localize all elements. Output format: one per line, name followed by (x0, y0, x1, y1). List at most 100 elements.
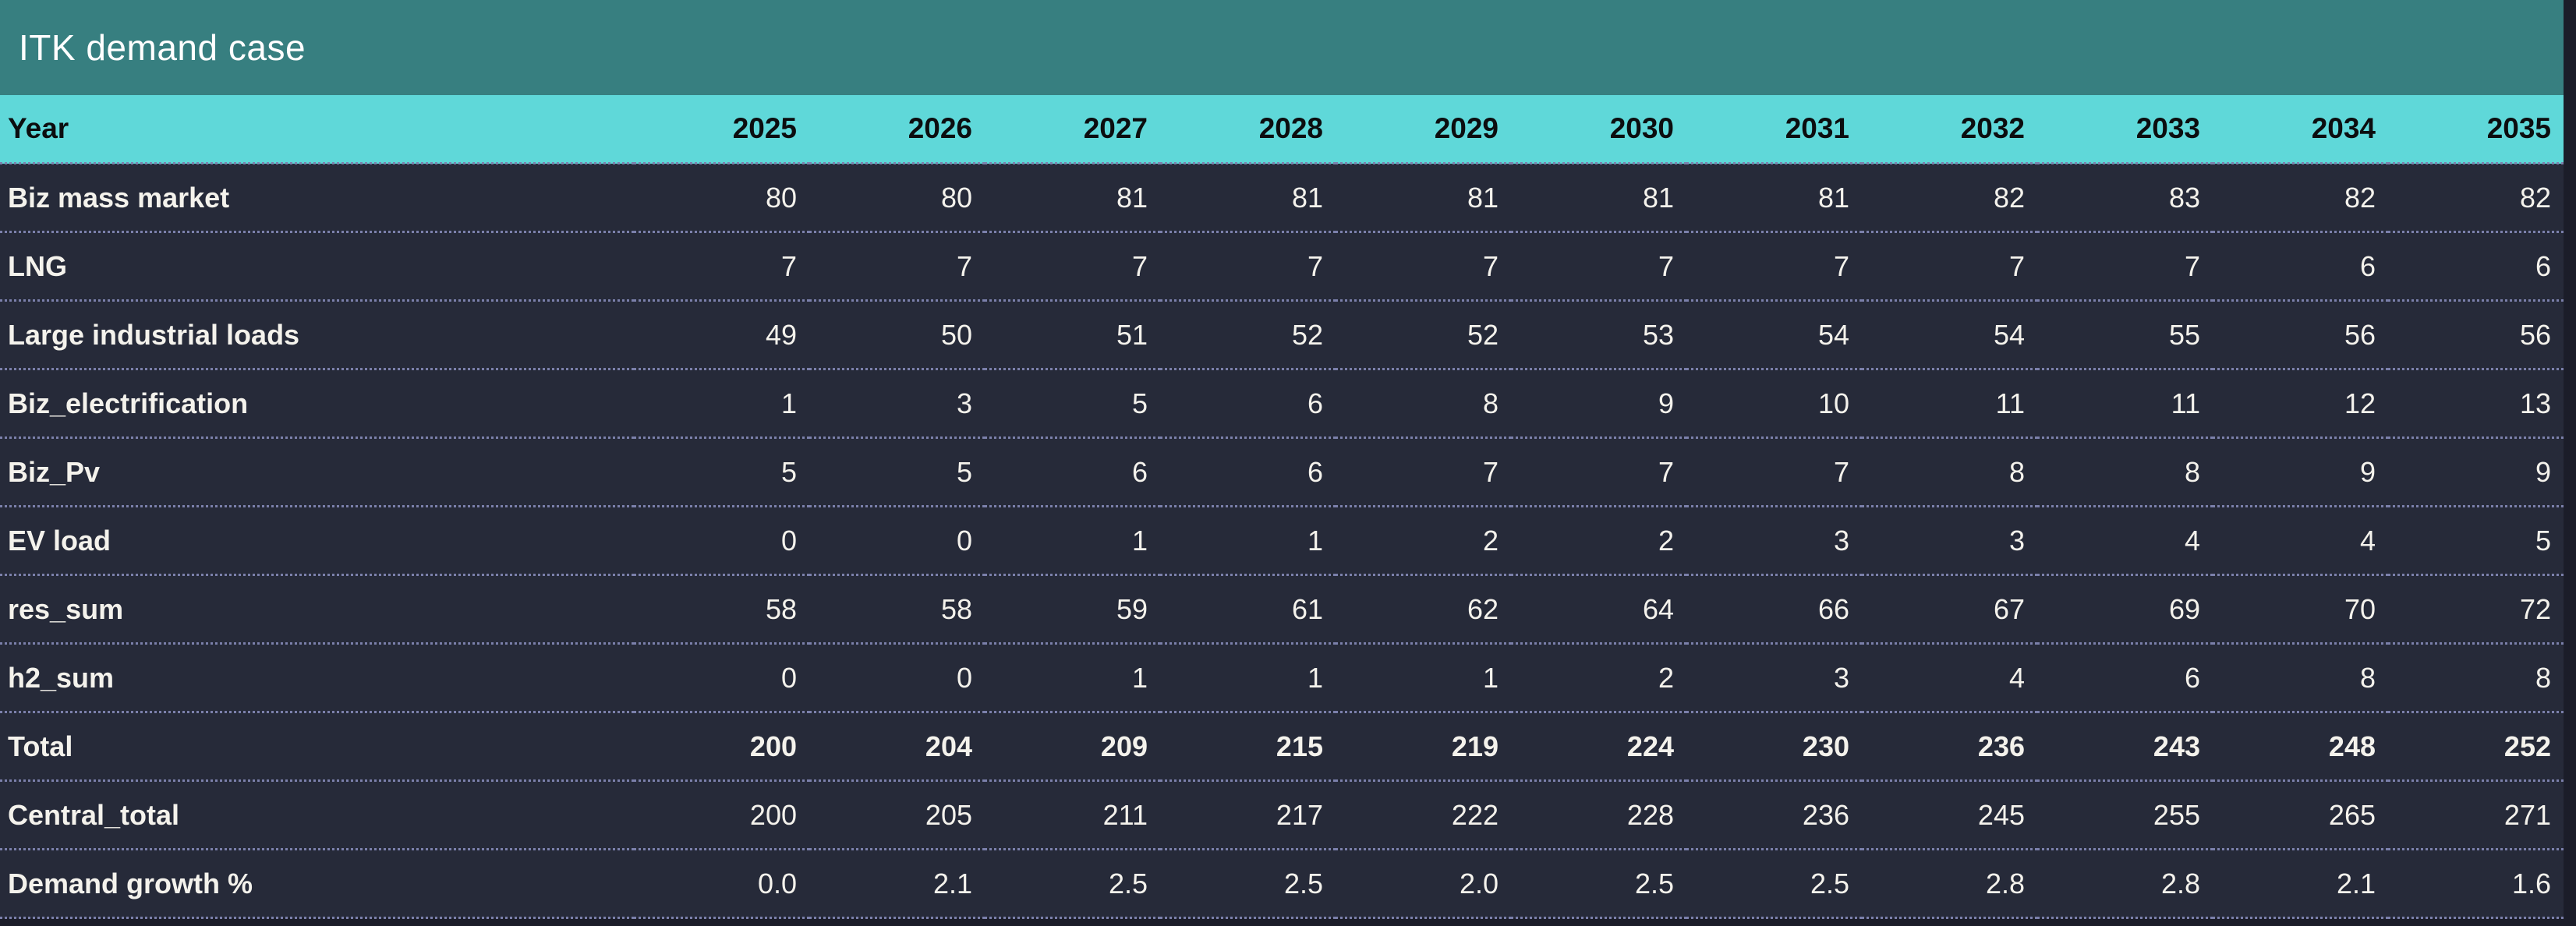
value-cell: 2 (1511, 642, 1686, 712)
value-cell: 7 (1160, 231, 1336, 301)
page-title: ITK demand case (19, 27, 306, 68)
value-cell: 219 (1336, 711, 1511, 781)
value-cell: 69 (2037, 574, 2213, 644)
table-row: Central_total 200 205 211 217 222 228 236 245 255… (0, 779, 2564, 850)
row-label-cell: Biz mass market (0, 162, 634, 232)
value-cell: 2.5 (1686, 848, 1862, 919)
value-cell: 3 (809, 368, 985, 438)
value-cell: 58 (634, 574, 809, 644)
value-cell: 66 (1686, 574, 1862, 644)
value-cell: 59 (985, 574, 1160, 644)
year-header-row: Year 2025 2026 2027 2028 2029 2030 2031 2032 2033… (0, 95, 2564, 164)
value-cell: 52 (1160, 299, 1336, 369)
row-label-cell: Biz_electrification (0, 368, 634, 438)
row-label-cell: Large industrial loads (0, 299, 634, 369)
table-row: Demand growth % 0.0 2.1 2.5 2.5 2.0 2.5 2.5 2.8 2… (0, 848, 2564, 919)
value-cell: 6 (2213, 231, 2388, 301)
row-label-cell: Central_total (0, 779, 634, 850)
value-cell: 5 (2388, 505, 2564, 575)
value-cell: 64 (1511, 574, 1686, 644)
value-cell: 1 (1160, 505, 1336, 575)
value-cell: 61 (1160, 574, 1336, 644)
value-cell: 204 (809, 711, 985, 781)
value-cell: 7 (1686, 231, 1862, 301)
value-cell: 0 (809, 505, 985, 575)
value-cell: 6 (1160, 436, 1336, 507)
row-label-cell: res_sum (0, 574, 634, 644)
value-cell: 3 (1686, 505, 1862, 575)
value-cell: 7 (1336, 231, 1511, 301)
year-header-cell: 2031 (1686, 95, 1862, 164)
value-cell: 205 (809, 779, 985, 850)
value-cell: 2.1 (2213, 848, 2388, 919)
value-cell: 265 (2213, 779, 2388, 850)
value-cell: 7 (985, 231, 1160, 301)
value-cell: 82 (2388, 162, 2564, 232)
value-cell: 8 (2037, 436, 2213, 507)
value-cell: 80 (634, 162, 809, 232)
value-cell: 2.5 (985, 848, 1160, 919)
value-cell: 211 (985, 779, 1160, 850)
value-cell: 215 (1160, 711, 1336, 781)
value-cell: 7 (2037, 231, 2213, 301)
value-cell: 6 (985, 436, 1160, 507)
value-cell: 0 (809, 642, 985, 712)
table-row: Biz mass market 80 80 81 81 81 81 81 82 83 82 82 (0, 162, 2564, 232)
value-cell: 81 (985, 162, 1160, 232)
value-cell: 8 (2213, 642, 2388, 712)
value-cell: 8 (1862, 436, 2037, 507)
value-cell: 4 (2037, 505, 2213, 575)
table-row: res_sum 58 58 59 61 62 64 66 67 69 70 72 (0, 574, 2564, 644)
value-cell: 1 (634, 368, 809, 438)
value-cell: 50 (809, 299, 985, 369)
demand-table-body: Biz mass market 80 80 81 81 81 81 81 82 83 82 82 LNG… (0, 162, 2564, 919)
year-header-cell: 2028 (1160, 95, 1336, 164)
value-cell: 5 (634, 436, 809, 507)
value-cell: 8 (1336, 368, 1511, 438)
value-cell: 54 (1862, 299, 2037, 369)
row-label-cell: Total (0, 711, 634, 781)
value-cell: 49 (634, 299, 809, 369)
table-row: h2_sum 0 0 1 1 1 2 3 4 6 8 8 (0, 642, 2564, 712)
value-cell: 67 (1862, 574, 2037, 644)
value-cell: 0 (634, 505, 809, 575)
value-cell: 8 (2388, 642, 2564, 712)
value-cell: 12 (2213, 368, 2388, 438)
row-label-cell: Demand growth % (0, 848, 634, 919)
value-cell: 252 (2388, 711, 2564, 781)
table-row: Biz_electrification 1 3 5 6 8 9 10 11 11 12 13 (0, 368, 2564, 438)
value-cell: 217 (1160, 779, 1336, 850)
value-cell: 82 (1862, 162, 2037, 232)
row-label-cell: h2_sum (0, 642, 634, 712)
value-cell: 7 (1686, 436, 1862, 507)
value-cell: 9 (1511, 368, 1686, 438)
table-row: EV load 0 0 1 1 2 2 3 3 4 4 5 (0, 505, 2564, 575)
value-cell: 2.5 (1160, 848, 1336, 919)
value-cell: 82 (2213, 162, 2388, 232)
value-cell: 0.0 (634, 848, 809, 919)
value-cell: 81 (1336, 162, 1511, 232)
value-cell: 2.0 (1336, 848, 1511, 919)
value-cell: 55 (2037, 299, 2213, 369)
value-cell: 2.8 (1862, 848, 2037, 919)
value-cell: 72 (2388, 574, 2564, 644)
value-cell: 2.5 (1511, 848, 1686, 919)
value-cell: 255 (2037, 779, 2213, 850)
demand-table: Year 2025 2026 2027 2028 2029 2030 2031 2032 2033… (0, 95, 2564, 919)
value-cell: 1 (1336, 642, 1511, 712)
row-label-cell: LNG (0, 231, 634, 301)
value-cell: 271 (2388, 779, 2564, 850)
value-cell: 83 (2037, 162, 2213, 232)
value-cell: 236 (1862, 711, 2037, 781)
value-cell: 7 (809, 231, 985, 301)
year-header-cell: 2026 (809, 95, 985, 164)
table-row: LNG 7 7 7 7 7 7 7 7 7 6 6 (0, 231, 2564, 301)
value-cell: 248 (2213, 711, 2388, 781)
value-cell: 2 (1511, 505, 1686, 575)
value-cell: 11 (1862, 368, 2037, 438)
value-cell: 56 (2213, 299, 2388, 369)
value-cell: 224 (1511, 711, 1686, 781)
value-cell: 9 (2388, 436, 2564, 507)
value-cell: 1 (985, 642, 1160, 712)
value-cell: 243 (2037, 711, 2213, 781)
